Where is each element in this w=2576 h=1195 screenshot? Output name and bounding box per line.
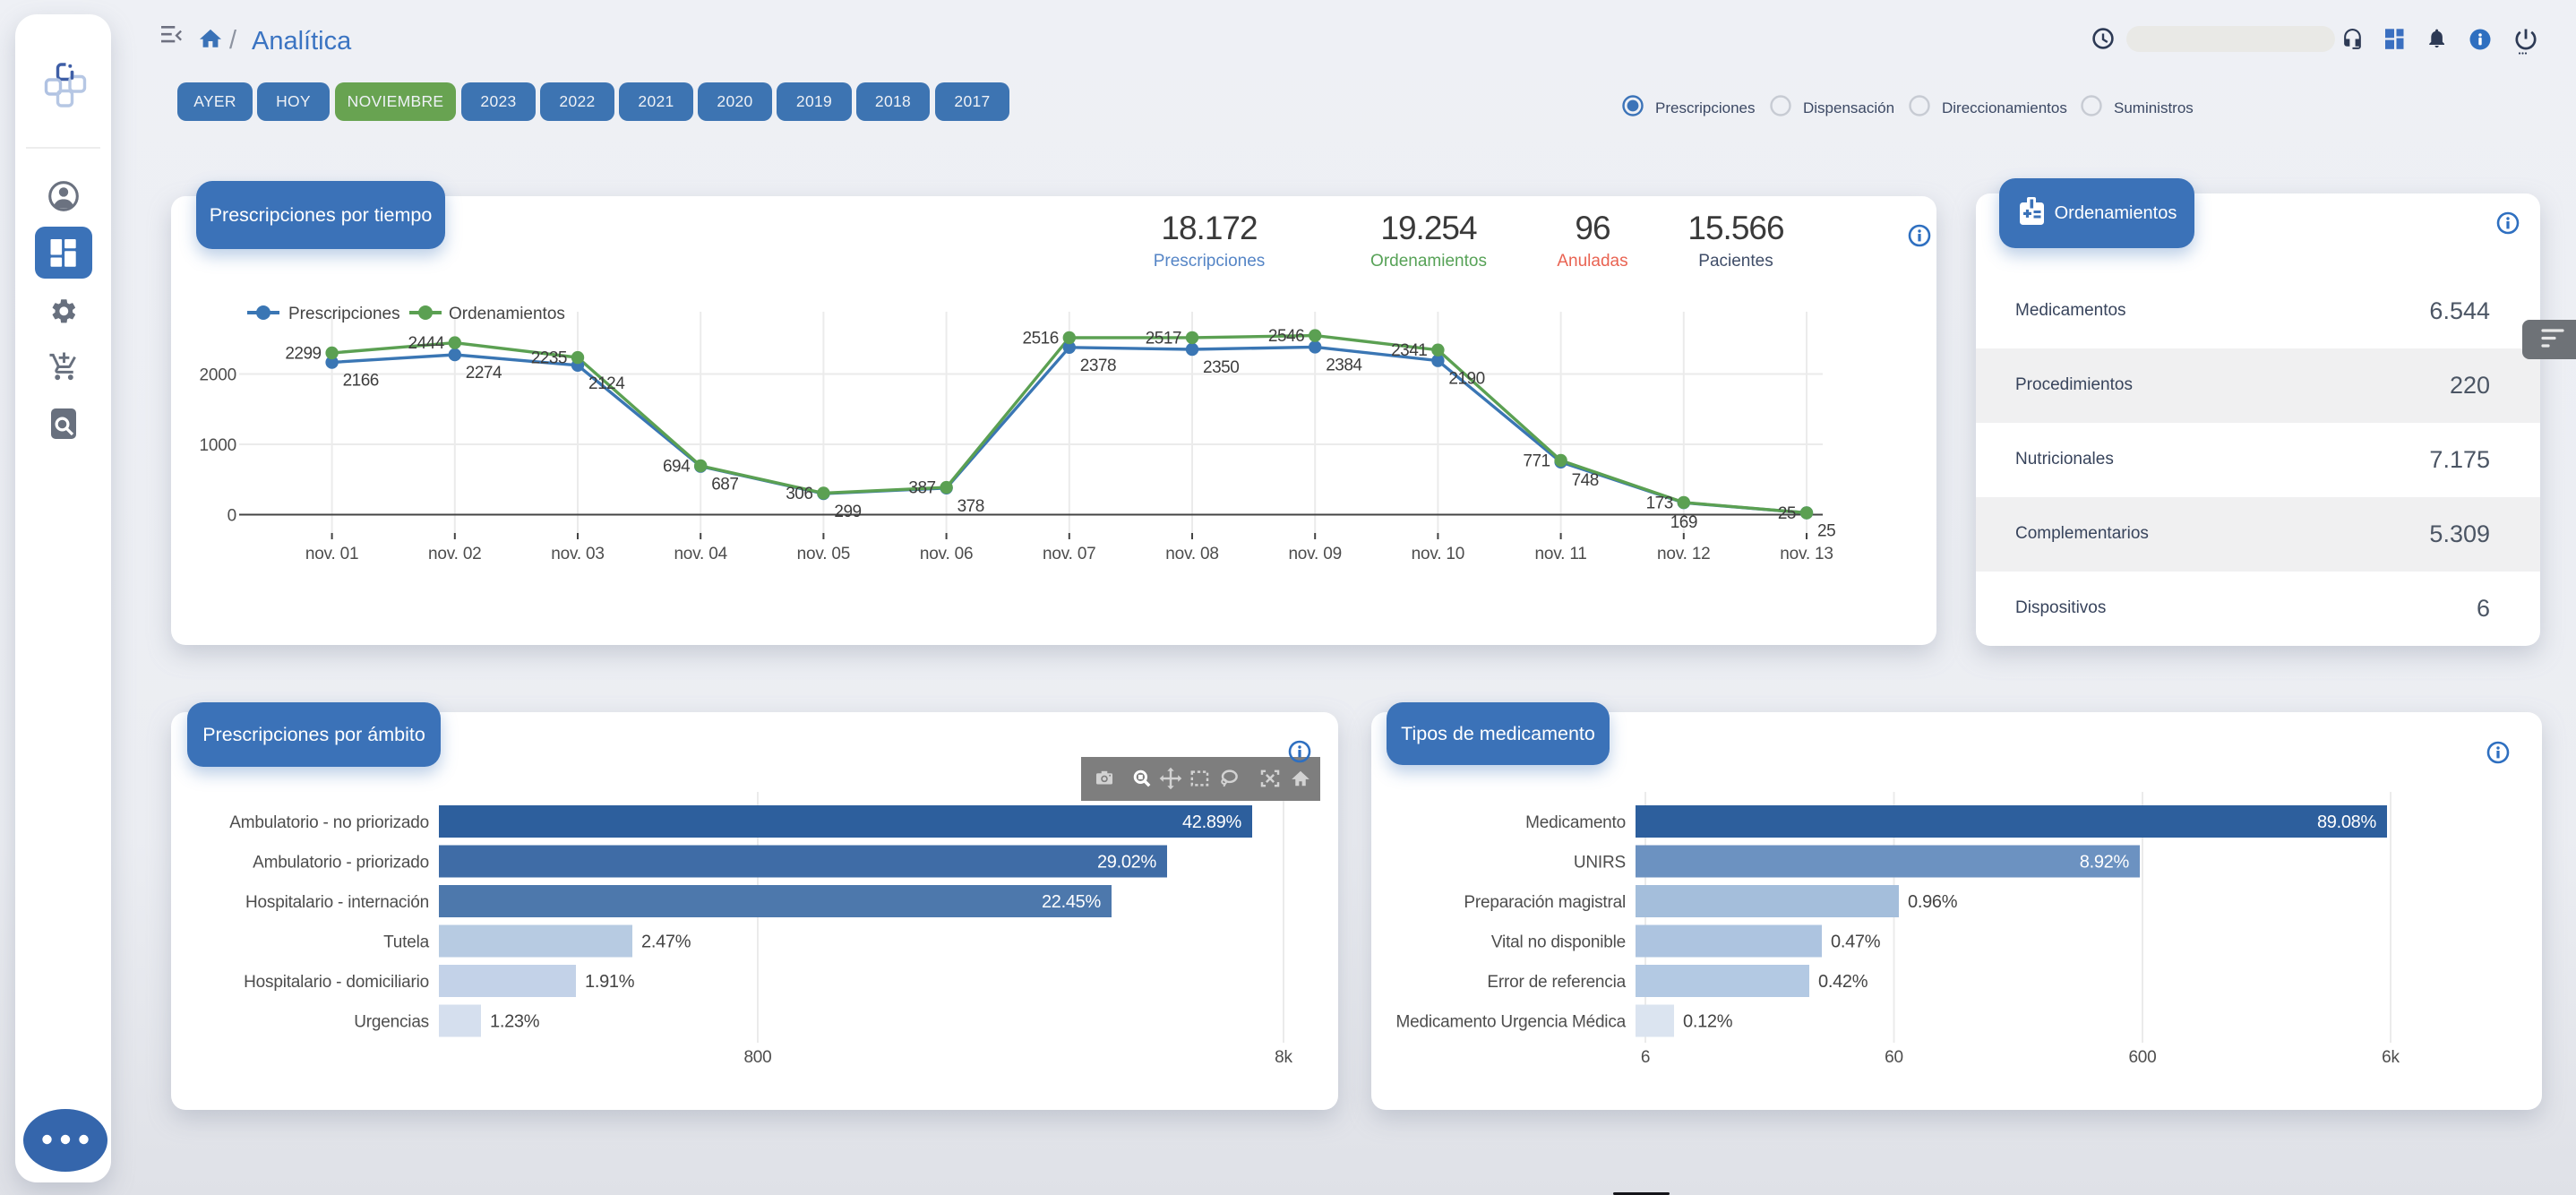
svg-text:694: 694 <box>663 458 691 477</box>
svg-text:nov. 12: nov. 12 <box>1657 545 1711 563</box>
svg-text:800: 800 <box>743 1048 771 1067</box>
svg-text:600: 600 <box>2128 1048 2156 1067</box>
svg-text:Tutela: Tutela <box>383 933 430 952</box>
svg-text:Ambulatorio - no priorizado: Ambulatorio - no priorizado <box>229 813 429 832</box>
svg-text:1.91%: 1.91% <box>585 972 635 992</box>
svg-text:Direccionamientos: Direccionamientos <box>1942 99 2067 116</box>
svg-text:nov. 01: nov. 01 <box>305 545 359 563</box>
svg-text:nov. 04: nov. 04 <box>674 545 727 563</box>
svg-text:173: 173 <box>1646 494 1673 512</box>
svg-text:60: 60 <box>1885 1048 1903 1067</box>
svg-text:29.02%: 29.02% <box>1097 853 1157 873</box>
svg-text:2000: 2000 <box>200 366 236 385</box>
svg-text:2444: 2444 <box>408 334 445 353</box>
svg-text:nov. 05: nov. 05 <box>797 545 851 563</box>
svg-text:2516: 2516 <box>1023 330 1059 348</box>
svg-text:2190: 2190 <box>1448 370 1484 389</box>
svg-text:Medicamento: Medicamento <box>1525 813 1626 832</box>
svg-text:nov. 08: nov. 08 <box>1165 545 1219 563</box>
svg-text:6: 6 <box>1641 1048 1650 1067</box>
svg-text:2274: 2274 <box>466 364 502 383</box>
svg-text:Urgencias: Urgencias <box>354 1013 429 1032</box>
svg-text:22.45%: 22.45% <box>1042 892 1102 912</box>
svg-text:748: 748 <box>1572 471 1599 490</box>
svg-text:Hospitalario - internación: Hospitalario - internación <box>245 893 429 912</box>
svg-text:Dispensación: Dispensación <box>1803 99 1894 116</box>
svg-text:Ambulatorio - priorizado: Ambulatorio - priorizado <box>253 854 429 873</box>
svg-text:Vital no disponible: Vital no disponible <box>1491 933 1626 952</box>
svg-text:378: 378 <box>957 497 984 516</box>
svg-text:2124: 2124 <box>588 374 625 393</box>
svg-text:306: 306 <box>786 485 812 503</box>
svg-text:89.08%: 89.08% <box>2317 812 2377 832</box>
svg-text:Analítica: Analítica <box>252 27 352 56</box>
svg-text:nov. 03: nov. 03 <box>551 545 605 563</box>
svg-text:2235: 2235 <box>531 349 567 368</box>
svg-text:2341: 2341 <box>1391 341 1427 360</box>
svg-text:1.23%: 1.23% <box>490 1012 540 1032</box>
svg-text:387: 387 <box>908 479 935 498</box>
svg-text:nov. 13: nov. 13 <box>1780 545 1833 563</box>
svg-text:1000: 1000 <box>200 436 236 455</box>
svg-text:Hospitalario - domiciliario: Hospitalario - domiciliario <box>244 973 429 992</box>
svg-text:8k: 8k <box>1275 1048 1292 1067</box>
svg-text:771: 771 <box>1523 452 1550 471</box>
svg-text:/: / <box>229 26 237 55</box>
svg-text:nov. 09: nov. 09 <box>1288 545 1342 563</box>
svg-text:nov. 02: nov. 02 <box>428 545 482 563</box>
svg-text:0.12%: 0.12% <box>1683 1012 1733 1032</box>
svg-text:0.42%: 0.42% <box>1818 972 1868 992</box>
svg-text:2378: 2378 <box>1080 357 1116 375</box>
svg-text:Error de referencia: Error de referencia <box>1487 973 1626 992</box>
svg-text:687: 687 <box>711 476 738 494</box>
svg-text:nov. 06: nov. 06 <box>920 545 974 563</box>
svg-text:2.47%: 2.47% <box>641 933 691 952</box>
svg-text:2166: 2166 <box>343 372 379 391</box>
svg-text:Ordenamientos: Ordenamientos <box>449 305 565 323</box>
svg-text:299: 299 <box>834 503 861 521</box>
svg-text:nov. 07: nov. 07 <box>1043 545 1096 563</box>
svg-text:2299: 2299 <box>285 345 321 364</box>
svg-text:nov. 11: nov. 11 <box>1535 545 1587 563</box>
svg-text:25: 25 <box>1817 522 1835 541</box>
svg-text:169: 169 <box>1670 513 1697 532</box>
svg-text:25: 25 <box>1778 504 1796 523</box>
svg-text:0.47%: 0.47% <box>1831 933 1881 952</box>
svg-text:Medicamento Urgencia Médica: Medicamento Urgencia Médica <box>1396 1013 1627 1032</box>
svg-text:Prescripciones: Prescripciones <box>288 305 400 323</box>
svg-text:2350: 2350 <box>1203 358 1239 377</box>
svg-text:Suministros: Suministros <box>2114 99 2194 116</box>
svg-text:6k: 6k <box>2382 1048 2400 1067</box>
svg-text:Preparación magistral: Preparación magistral <box>1464 893 1626 912</box>
svg-text:42.89%: 42.89% <box>1182 812 1242 832</box>
svg-text:0.96%: 0.96% <box>1908 892 1958 912</box>
svg-text:2384: 2384 <box>1326 356 1362 374</box>
svg-text:UNIRS: UNIRS <box>1574 854 1626 873</box>
svg-text:2546: 2546 <box>1268 327 1304 346</box>
svg-text:0: 0 <box>228 507 236 526</box>
svg-text:nov. 10: nov. 10 <box>1412 545 1465 563</box>
svg-text:Prescripciones: Prescripciones <box>1655 99 1756 116</box>
svg-text:8.92%: 8.92% <box>2080 853 2130 873</box>
svg-text:2517: 2517 <box>1146 329 1181 348</box>
